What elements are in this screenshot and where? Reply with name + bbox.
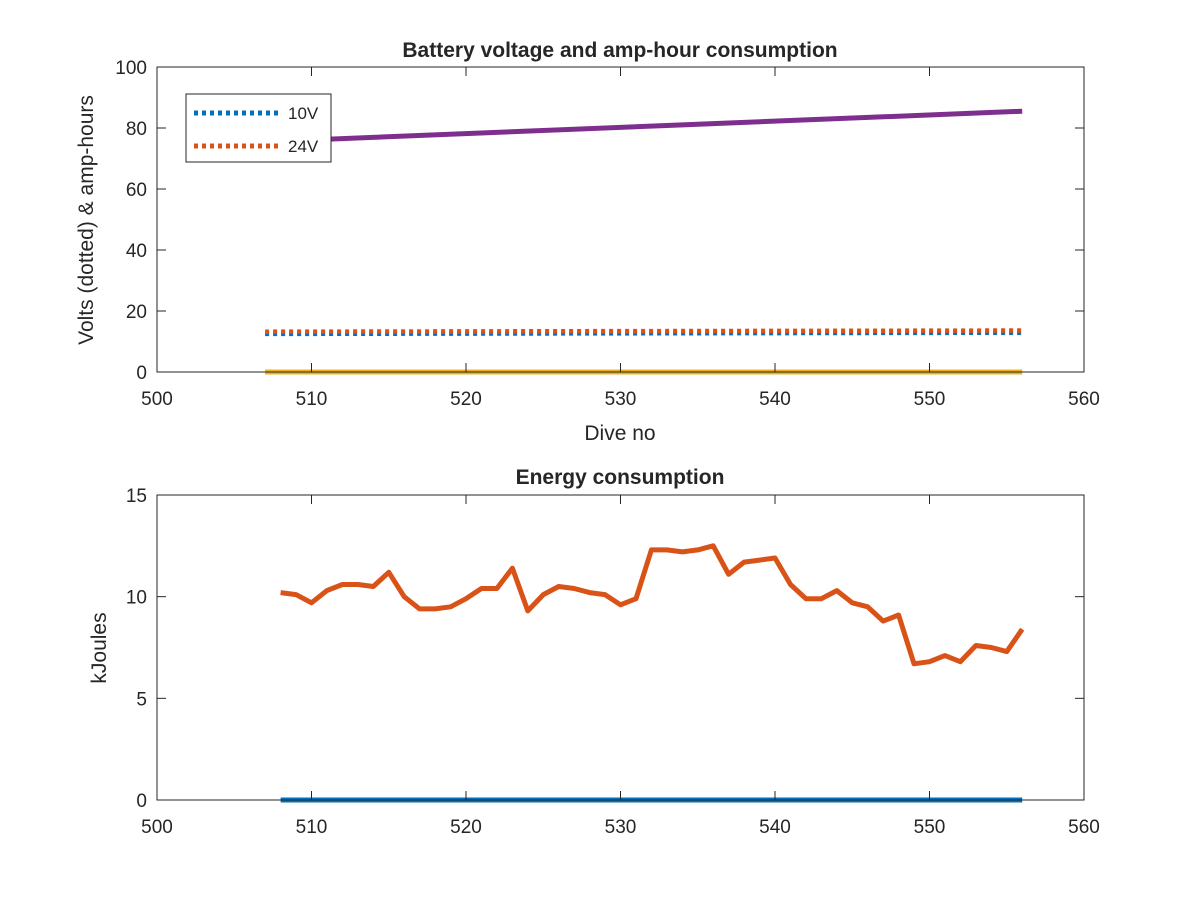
legend-10v-label: 10V xyxy=(288,104,319,123)
bottom-y-tick-label: 10 xyxy=(126,588,147,609)
top-y-tick-label: 100 xyxy=(115,58,147,79)
top-y-tick-label: 40 xyxy=(126,241,147,262)
top-y-tick-label: 60 xyxy=(126,180,147,201)
top-x-tick-label: 500 xyxy=(141,389,173,410)
top-y-tick-label: 20 xyxy=(126,302,147,323)
top-chart-title: Battery voltage and amp-hour consumption xyxy=(402,39,837,62)
bottom-y-tick-label: 15 xyxy=(126,486,147,507)
bottom-x-tick-label: 510 xyxy=(296,817,328,838)
bottom-x-tick-label: 520 xyxy=(450,817,482,838)
legend-24v-label: 24V xyxy=(288,137,319,156)
top-y-axis-label: Volts (dotted) & amp-hours xyxy=(75,95,98,345)
bottom-y-axis-label: kJoules xyxy=(88,612,111,683)
bottom-chart-title: Energy consumption xyxy=(516,466,725,489)
legend: 10V 24V xyxy=(185,93,332,163)
bottom-x-tick-label: 540 xyxy=(759,817,791,838)
top-series-line-2 xyxy=(264,108,1023,145)
top-x-tick-label: 560 xyxy=(1068,389,1100,410)
bottom-x-tick-label: 530 xyxy=(605,817,637,838)
top-x-tick-label: 530 xyxy=(605,389,637,410)
bottom-x-tick-label: 550 xyxy=(914,817,946,838)
top-series-line-1 xyxy=(265,328,1023,334)
bottom-y-tick-label: 5 xyxy=(136,689,147,710)
top-tick-labels: 500 510 520 530 540 550 560 0 20 40 60 80 100 xyxy=(115,58,1100,410)
bottom-chart: Energy consumption 500 510 520 530 540 550 560… xyxy=(88,466,1100,838)
legend-box xyxy=(185,93,332,163)
top-y-tick-label: 0 xyxy=(136,363,147,384)
top-y-tick-label: 80 xyxy=(126,119,147,140)
top-x-tick-label: 550 xyxy=(914,389,946,410)
bottom-x-tick-label: 500 xyxy=(141,817,173,838)
bottom-series-line-1 xyxy=(280,543,1025,667)
top-x-tick-label: 510 xyxy=(296,389,328,410)
top-x-tick-label: 520 xyxy=(450,389,482,410)
bottom-x-tick-label: 560 xyxy=(1068,817,1100,838)
top-chart: Battery voltage and amp-hour consumption… xyxy=(75,39,1100,445)
top-x-axis-label: Dive no xyxy=(584,422,655,445)
bottom-y-tick-label: 0 xyxy=(136,791,147,812)
top-x-tick-label: 540 xyxy=(759,389,791,410)
